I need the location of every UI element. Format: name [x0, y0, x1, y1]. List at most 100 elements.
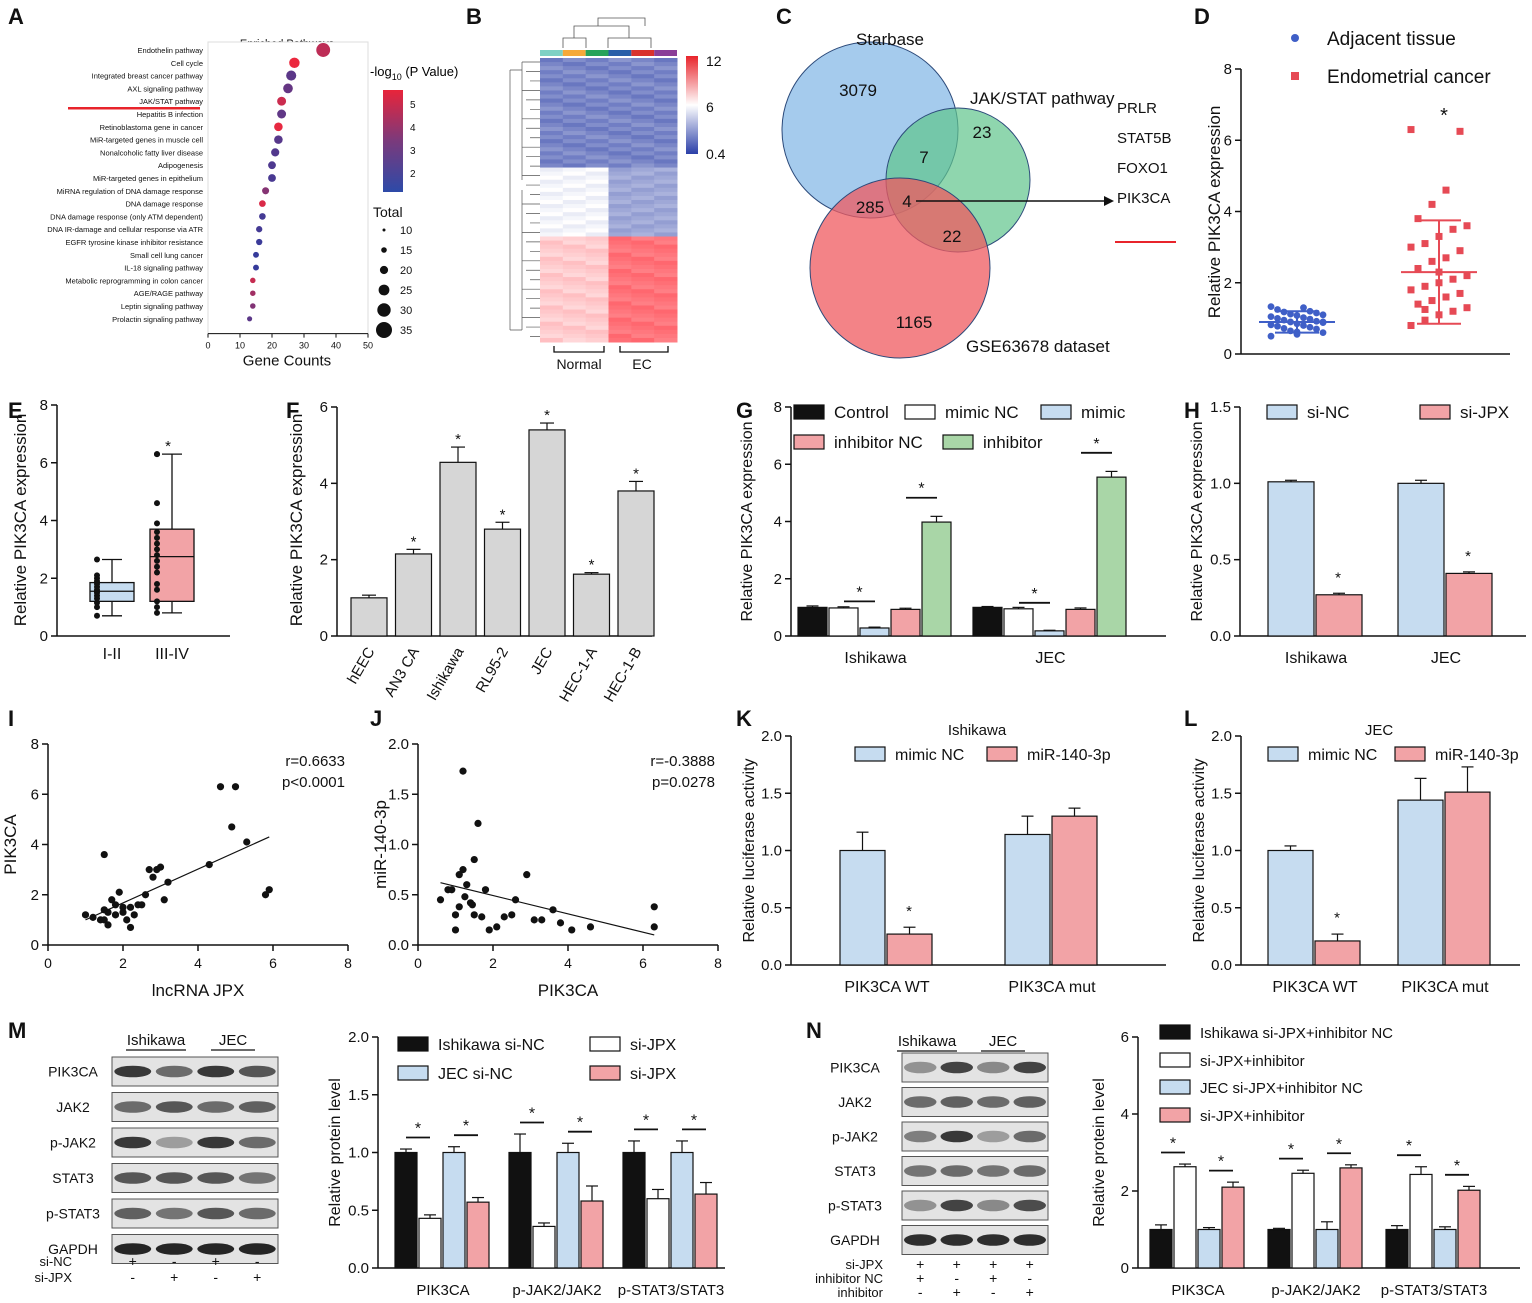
panel-i-point — [265, 886, 273, 894]
panel-e-point — [154, 569, 160, 576]
panel-k-title: Ishikawa — [948, 722, 1007, 739]
panel-b-cell — [654, 78, 678, 83]
panel-b-cell — [608, 187, 632, 193]
panel-b-cell — [540, 240, 564, 246]
panel-m-bar — [394, 1151, 418, 1269]
panel-b-cell — [608, 325, 632, 331]
panel-n-band — [904, 1165, 937, 1177]
panel-n-cond-value: - — [1027, 1270, 1032, 1286]
panel-b-cell — [631, 131, 655, 136]
panel-a-dot — [250, 290, 256, 296]
panel-a-colorbar-title-tail: (P Value) — [402, 64, 459, 79]
panel-b-cell — [540, 175, 564, 181]
panel-n-row-label: JAK2 — [838, 1094, 872, 1110]
panel-n-band — [977, 1234, 1010, 1246]
panel-b-colorbar-tick: 6 — [706, 99, 714, 115]
panel-b-cell — [585, 147, 609, 152]
panel-b-cell — [654, 114, 678, 120]
panel-f-y-tick-label: 2 — [320, 552, 328, 569]
panel-b-cell — [654, 70, 678, 75]
panel-a-pathway-label: AXL signaling pathway — [127, 84, 203, 93]
panel-d-point — [1414, 265, 1422, 272]
panel-a-pathway-label: MiRNA regulation of DNA damage response — [57, 187, 203, 196]
panel-b-cell — [654, 102, 678, 108]
panel-a-size-legend-dot — [376, 322, 392, 338]
panel-b-col-dendrogram — [562, 17, 652, 48]
panel-c-gene-label: STAT5B — [1117, 130, 1171, 147]
panel-c-set-label: JAK/STAT pathway — [970, 89, 1115, 108]
panel-b-cell — [631, 200, 655, 205]
panel-g-bar — [972, 606, 1003, 637]
panel-a-pathway-label: Endothelin pathway — [138, 46, 204, 55]
panel-n-sig: * — [1454, 1158, 1460, 1175]
panel-g-legend-label: inhibitor — [983, 433, 1043, 452]
panel-m-band — [238, 1065, 276, 1078]
panel-n-band — [940, 1165, 973, 1177]
panel-b-cell — [654, 240, 678, 246]
panel-b-cell — [608, 260, 632, 266]
panel-b-bracket-normal — [553, 346, 605, 353]
panel-b-cell — [540, 228, 564, 233]
panel-label-j: J — [370, 706, 383, 731]
panel-b-cell — [540, 183, 564, 189]
panel-b-cell — [654, 143, 678, 148]
panel-b-cell — [540, 155, 564, 160]
panel-l-ylabel: Relative luciferase activity — [1191, 758, 1208, 942]
panel-n-band — [1013, 1165, 1046, 1177]
panel-d-point — [1300, 304, 1307, 312]
panel-b-cell — [585, 74, 609, 79]
panel-c-gene-label: PRLR — [1117, 100, 1157, 117]
panel-b-cell — [654, 325, 678, 331]
panel-b-cell — [631, 208, 655, 213]
panel-h-sig: * — [1335, 570, 1341, 587]
panel-b-cell — [608, 62, 632, 67]
panel-b-cell — [654, 195, 678, 201]
panel-b-cell — [608, 98, 632, 104]
panel-b-cell — [585, 337, 609, 343]
panel-label-f: F — [286, 398, 300, 423]
panel-f-sig: * — [589, 557, 595, 574]
panel-b-cell — [540, 277, 564, 282]
panel-b-cell — [608, 82, 632, 87]
panel-d-point — [1442, 186, 1450, 194]
panel-a-x-tick-label: 30 — [299, 341, 309, 351]
panel-b-cell — [540, 163, 564, 169]
panel-k-category-label: PIK3CA WT — [844, 979, 930, 996]
panel-b-cell — [562, 94, 587, 100]
panel-i-stat: p<0.0001 — [282, 774, 345, 791]
panel-b-cell — [608, 143, 632, 148]
panel-g-sig: * — [1093, 436, 1099, 453]
panel-b-cell — [654, 277, 678, 282]
panel-a-xlabel: Gene Counts — [243, 353, 331, 370]
panel-c-count: 285 — [856, 198, 884, 217]
panel-label-m: M — [8, 1018, 27, 1043]
panel-m-legend-swatch — [589, 1036, 621, 1052]
panel-m-row-label: STAT3 — [52, 1170, 94, 1186]
panel-j-point — [523, 871, 531, 879]
panel-b-cell — [562, 183, 587, 189]
panel-b-cell — [654, 273, 678, 278]
panel-b-cell — [540, 248, 564, 254]
panel-j-point — [650, 903, 658, 911]
panel-b-cell — [654, 337, 678, 343]
panel-n-y-tick-label: 0 — [1121, 1260, 1129, 1277]
panel-j-point — [481, 886, 490, 894]
panel-b-cell — [608, 256, 632, 262]
panel-b-cell — [562, 78, 587, 83]
panel-b-cell — [585, 244, 609, 250]
panel-m-sig: * — [463, 1118, 469, 1135]
panel-b-cell — [540, 191, 564, 197]
panel-b-cell — [540, 147, 564, 152]
panel-j-point — [451, 911, 460, 919]
panel-n-band — [977, 1096, 1010, 1108]
panel-d-point — [1421, 316, 1429, 324]
panel-b-cell — [585, 139, 609, 144]
panel-b-cell — [608, 333, 632, 339]
panel-g-bar — [1065, 608, 1096, 637]
panel-d-point — [1306, 323, 1314, 331]
panel-b-cell — [562, 187, 587, 193]
panel-d-point — [1313, 325, 1320, 333]
panel-b-cell — [562, 204, 587, 209]
panel-m-row-label: PIK3CA — [48, 1064, 98, 1080]
panel-b-cell — [608, 273, 632, 278]
